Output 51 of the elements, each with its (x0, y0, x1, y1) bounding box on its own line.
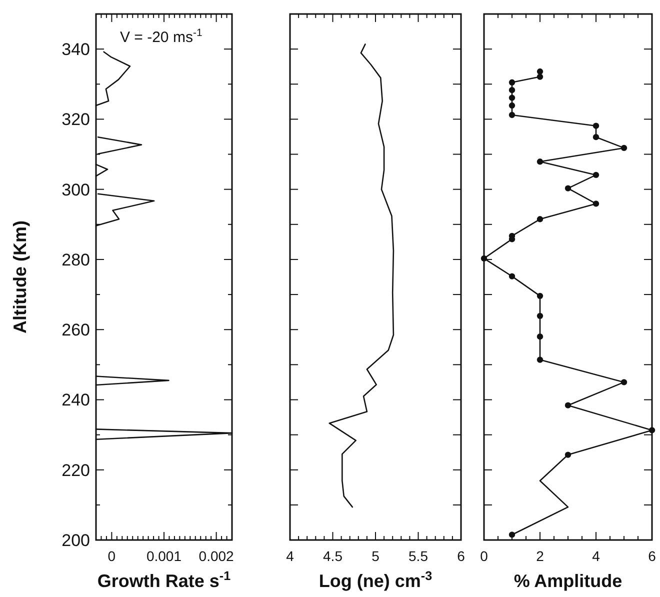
point (620, 379, 628, 386)
x-tick-label: 0 (480, 548, 488, 564)
y-tick-label: 220 (62, 460, 90, 480)
y-tick-label: 320 (62, 110, 90, 130)
x-axis-title: Growth Rate s$^{-1}$ (97, 569, 231, 591)
y-tick-label: 340 (62, 40, 90, 60)
point (536, 356, 544, 363)
point (508, 112, 516, 118)
y-tick-label: 200 (62, 530, 90, 550)
point (648, 427, 656, 434)
x-tick-label: 4.5 (323, 548, 343, 564)
x-tick-label: 2 (536, 548, 544, 564)
point (508, 79, 516, 86)
y-tick-label: 240 (62, 390, 90, 410)
point (564, 185, 572, 192)
y-tick-label: 280 (62, 250, 90, 270)
point (508, 532, 516, 538)
point (564, 452, 572, 458)
x-tick-label: 0.001 (146, 548, 182, 564)
point (592, 200, 600, 207)
point (620, 144, 628, 152)
point (536, 68, 544, 75)
point (592, 172, 600, 178)
x-axis-title: % Amplitude (514, 571, 622, 591)
point (536, 312, 544, 320)
point (592, 134, 600, 140)
y-axis-title: Altitude (Km) (10, 220, 30, 334)
point (508, 102, 516, 109)
point (508, 273, 516, 280)
point (508, 87, 516, 94)
point (536, 334, 544, 340)
y-tick-label: 260 (62, 320, 90, 340)
x-tick-label: 5 (372, 548, 380, 564)
point (592, 122, 600, 129)
x-tick-label: 0.002 (198, 548, 234, 564)
x-tick-label: 4 (286, 548, 294, 564)
y-tick-label: 300 (62, 180, 90, 200)
x-axis-title: Log (ne) cm$^{-3}$ (318, 569, 432, 591)
point (536, 216, 544, 222)
point (564, 402, 572, 408)
x-tick-label: 5.5 (408, 548, 428, 564)
point (480, 255, 488, 262)
x-tick-label: 6 (457, 548, 466, 564)
annotation: V = -20 ms$^{-1}$ (120, 27, 202, 46)
point (536, 158, 544, 165)
x-tick-label: 6 (648, 548, 656, 564)
x-tick-label: 0 (108, 548, 116, 564)
point (536, 292, 544, 300)
x-tick-label: 4 (592, 548, 600, 564)
point (508, 94, 516, 101)
point (536, 74, 544, 80)
